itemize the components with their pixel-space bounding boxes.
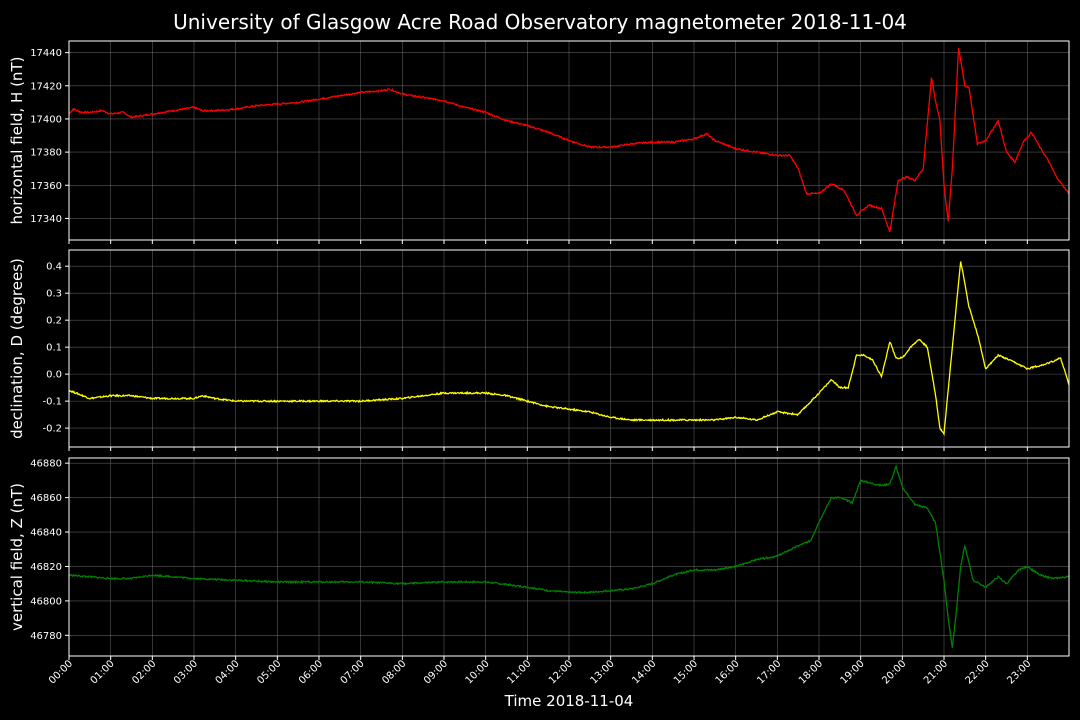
x-axis-label: Time 2018-11-04 — [504, 692, 634, 710]
y-tick-label: 17400 — [30, 114, 62, 125]
y-tick-label: 17420 — [30, 81, 62, 92]
x-tick-label: 01:00 — [89, 658, 117, 686]
y-tick-label: 0.4 — [46, 262, 62, 273]
x-tick-label: 10:00 — [464, 658, 492, 686]
panel-frame — [68, 457, 1070, 657]
y-tick-label: 46800 — [30, 596, 62, 607]
y-axis-label: horizontal field, H (nT) — [8, 57, 26, 225]
x-tick-label: 12:00 — [547, 658, 575, 686]
x-tick-label: 00:00 — [47, 658, 75, 686]
x-tick-label: 14:00 — [630, 658, 658, 686]
x-tick-label: 07:00 — [339, 658, 367, 686]
y-tick-label: -0.1 — [42, 397, 62, 408]
x-tick-labels: 00:00 01:00 02:00 03:00 04:00 05:00 06:00 07:00… — [47, 658, 1033, 686]
x-tick-label: 21:00 — [922, 658, 950, 686]
x-tick-label: 09:00 — [422, 658, 450, 686]
x-tick-label: 18:00 — [797, 658, 825, 686]
x-tick-label: 05:00 — [255, 658, 283, 686]
series-line-Z — [68, 464, 1070, 648]
y-tick-label: 0.0 — [46, 370, 62, 381]
x-tick-label: 03:00 — [172, 658, 200, 686]
panel-H: 17340 17360 17380 17400 17420 17440 horizontal… — [8, 40, 1070, 244]
x-tick-label: 19:00 — [839, 658, 867, 686]
panel-frame — [68, 40, 1070, 241]
x-tick-label: 20:00 — [880, 658, 908, 686]
y-tick-label: 46860 — [30, 493, 62, 504]
x-tick-label: 02:00 — [130, 658, 158, 686]
y-tick-label: 17440 — [30, 48, 62, 59]
x-tick-label: 17:00 — [755, 658, 783, 686]
y-tick-label: 46880 — [30, 459, 62, 470]
panel-Z: 46780 46800 46820 46840 46860 46880 vertical f… — [8, 457, 1070, 660]
y-tick-label: 46840 — [30, 528, 62, 539]
x-tick-label: 06:00 — [297, 658, 325, 686]
chart-panels: 17340 17360 17380 17400 17420 17440 horizontal… — [8, 40, 1070, 687]
panel-D: -0.2 -0.1 0.0 0.1 0.2 0.3 0.4 declination, D (d… — [8, 249, 1070, 451]
series-line-H — [68, 47, 1070, 232]
series-line-D — [68, 261, 1070, 437]
y-tick-label: 0.1 — [46, 343, 62, 354]
chart-title: University of Glasgow Acre Road Observat… — [173, 10, 907, 34]
y-tick-label: 46820 — [30, 562, 62, 573]
x-tick-label: 16:00 — [714, 658, 742, 686]
x-tick-label: 04:00 — [214, 658, 242, 686]
y-tick-label: 17380 — [30, 148, 62, 159]
y-axis-label: declination, D (degrees) — [8, 258, 26, 439]
y-tick-label: -0.2 — [42, 424, 62, 435]
x-tick-label: 15:00 — [672, 658, 700, 686]
x-tick-label: 13:00 — [589, 658, 617, 686]
y-axis-label: vertical field, Z (nT) — [8, 483, 26, 631]
x-tick-label: 23:00 — [1005, 658, 1033, 686]
panel-frame — [68, 249, 1070, 448]
x-tick-label: 22:00 — [964, 658, 992, 686]
y-tick-label: 46780 — [30, 631, 62, 642]
y-tick-label: 0.3 — [46, 289, 62, 300]
y-tick-label: 17340 — [30, 214, 62, 225]
y-tick-label: 17360 — [30, 181, 62, 192]
y-tick-label: 0.2 — [46, 316, 62, 327]
x-tick-label: 11:00 — [505, 658, 533, 686]
x-tick-label: 08:00 — [380, 658, 408, 686]
